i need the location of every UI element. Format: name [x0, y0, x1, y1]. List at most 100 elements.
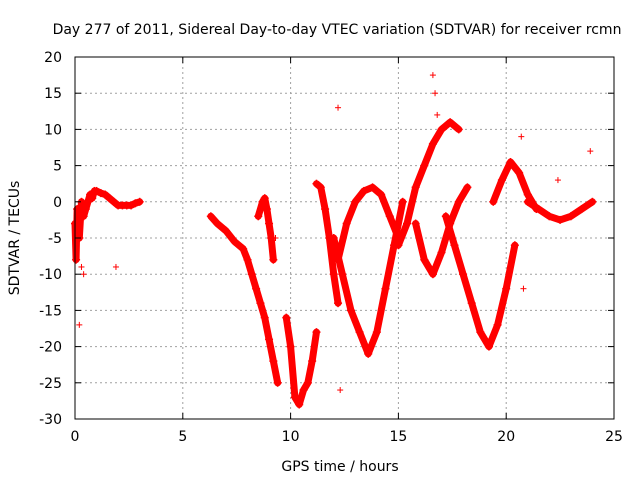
- data-point: [459, 270, 468, 279]
- series-dip-19h: [441, 212, 519, 351]
- data-point: [428, 139, 437, 148]
- series-morning-decline: [206, 212, 282, 387]
- data-point: [476, 328, 485, 337]
- data-point: [429, 72, 436, 79]
- series-big-dip-13h: [329, 197, 407, 358]
- data-point: [510, 241, 519, 250]
- data-point: [265, 219, 274, 228]
- data-point: [78, 263, 85, 270]
- data-point: [230, 237, 239, 246]
- y-tick-label: 10: [44, 122, 62, 138]
- data-point: [394, 241, 403, 250]
- y-tick-label: 5: [53, 159, 62, 175]
- data-point: [534, 205, 543, 214]
- data-point: [346, 306, 355, 315]
- data-point: [577, 205, 586, 214]
- data-point: [286, 342, 295, 351]
- chart-title: Day 277 of 2011, Sidereal Day-to-day VTE…: [53, 22, 622, 38]
- data-point: [334, 299, 343, 308]
- data-point: [385, 212, 394, 221]
- data-point: [411, 183, 420, 192]
- data-point: [398, 197, 407, 206]
- data-point: [338, 270, 347, 279]
- data-point: [420, 255, 429, 264]
- data-point: [105, 194, 114, 203]
- data-point: [520, 285, 527, 292]
- x-tick-label: 5: [178, 429, 187, 445]
- data-point: [73, 205, 82, 214]
- data-point: [303, 378, 312, 387]
- series-trace: [489, 158, 540, 213]
- y-tick-label: -5: [48, 231, 62, 247]
- data-point: [247, 270, 256, 279]
- data-point: [282, 313, 291, 322]
- data-point: [556, 215, 565, 224]
- data-point: [337, 387, 344, 394]
- data-point: [446, 118, 455, 127]
- data-point: [299, 386, 308, 395]
- y-tick-label: -10: [39, 267, 62, 283]
- y-tick-label: 15: [44, 86, 62, 102]
- data-point: [269, 357, 278, 366]
- data-point: [420, 161, 429, 170]
- data-point: [316, 183, 325, 192]
- data-point: [269, 255, 278, 264]
- series-arc-13-15h: [334, 183, 403, 264]
- data-point: [437, 248, 446, 257]
- y-axis-ticks: -30 -25 -20 -15 -10 -5 0 5 10 15 20: [39, 50, 614, 428]
- data-point: [368, 183, 377, 192]
- x-tick-label: 10: [282, 429, 300, 445]
- data-point: [312, 328, 321, 337]
- data-point: [76, 321, 83, 328]
- data-point: [428, 270, 437, 279]
- data-point: [450, 241, 459, 250]
- data-point: [497, 176, 506, 185]
- data-point: [273, 378, 282, 387]
- data-point: [364, 349, 373, 358]
- x-tick-label: 15: [389, 429, 407, 445]
- data-point: [566, 212, 575, 221]
- data-point: [308, 357, 317, 366]
- data-point: [411, 219, 420, 228]
- data-point: [243, 255, 252, 264]
- data-point: [329, 270, 338, 279]
- data-point: [489, 197, 498, 206]
- series-outliers: [76, 72, 594, 394]
- data-point: [252, 284, 261, 293]
- y-tick-label: -30: [39, 412, 62, 428]
- data-point: [506, 157, 515, 166]
- x-axis-ticks: 0 5 10 15 20 25: [71, 57, 623, 445]
- data-point: [372, 328, 381, 337]
- data-point: [101, 190, 110, 199]
- data-point: [545, 212, 554, 221]
- series-rise-9h: [254, 194, 278, 264]
- data-point: [403, 219, 412, 228]
- data-point: [351, 197, 360, 206]
- data-point: [335, 104, 342, 111]
- data-point: [260, 194, 269, 203]
- y-tick-label: 0: [53, 195, 62, 211]
- series-dip-10h: [282, 313, 321, 409]
- x-tick-label: 20: [497, 429, 515, 445]
- data-point: [355, 328, 364, 337]
- y-tick-label: -15: [39, 303, 62, 319]
- y-tick-label: -20: [39, 340, 62, 356]
- data-point: [295, 400, 304, 409]
- y-axis-label: SDTVAR / TECUs: [7, 181, 23, 296]
- data-point: [518, 133, 525, 140]
- data-point: [554, 177, 561, 184]
- data-point: [262, 205, 271, 214]
- series-tail-21-24h: [523, 197, 597, 224]
- data-point: [221, 226, 230, 235]
- data-point: [72, 255, 81, 264]
- data-point: [312, 179, 321, 188]
- data-point: [239, 244, 248, 253]
- data-point: [359, 186, 368, 195]
- y-tick-label: 20: [44, 50, 62, 66]
- data-point: [112, 263, 119, 270]
- data-point: [109, 197, 118, 206]
- plot-area: [71, 72, 597, 409]
- data-point: [127, 201, 136, 210]
- data-point: [454, 197, 463, 206]
